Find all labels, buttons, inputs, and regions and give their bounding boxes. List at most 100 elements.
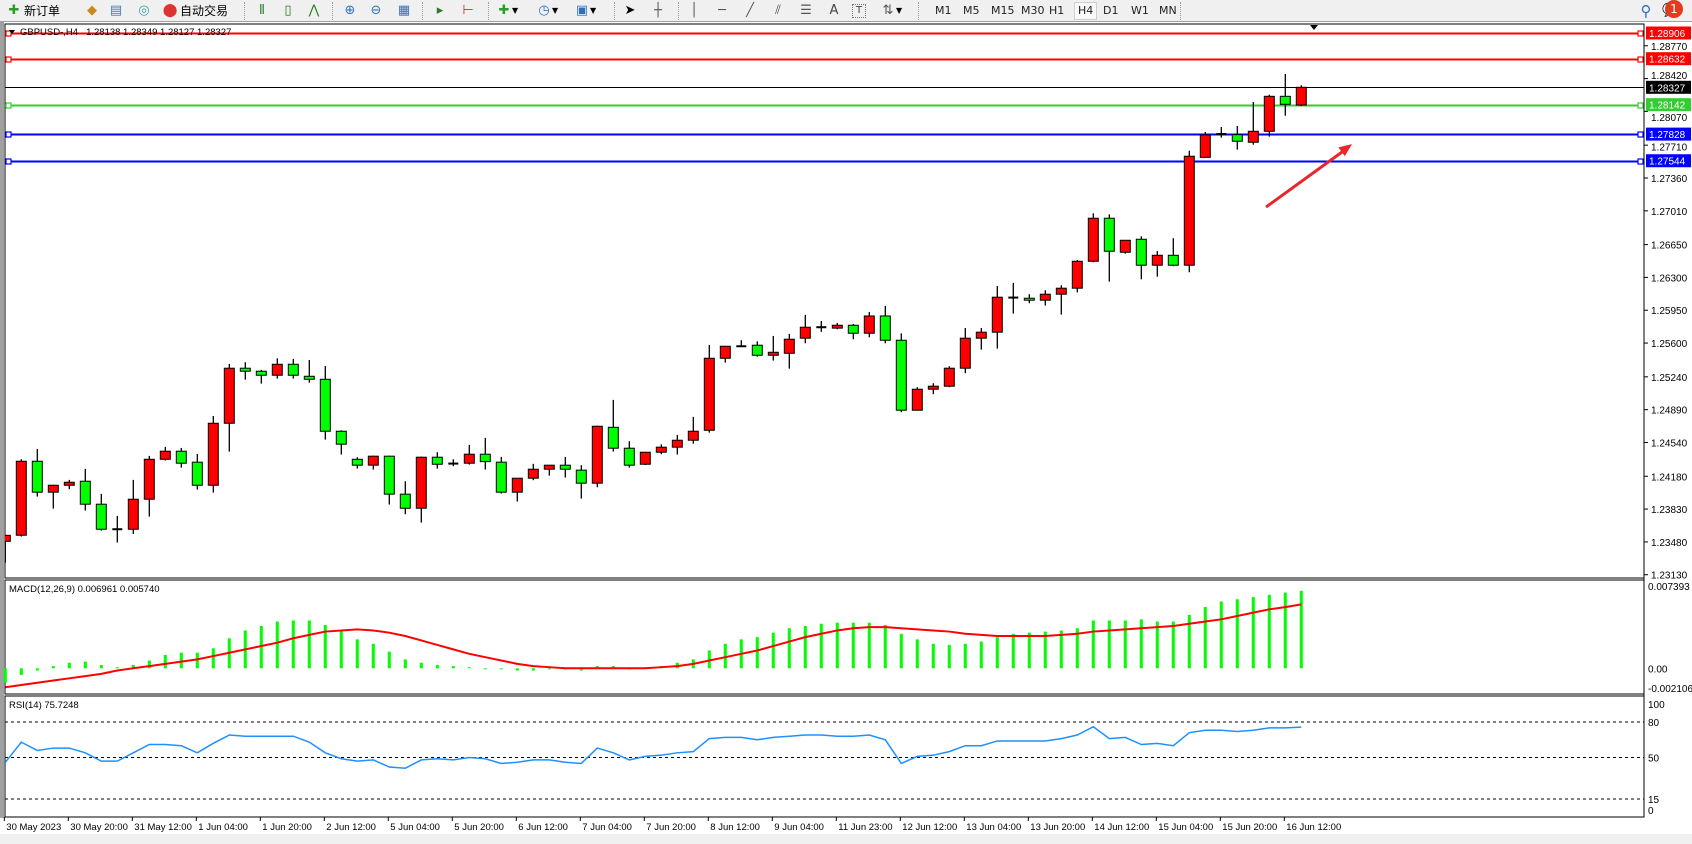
candle[interactable] <box>1279 95 1291 105</box>
collapse-triangle-icon[interactable] <box>9 30 15 34</box>
fibonacci-button[interactable]: ☰ <box>798 2 814 19</box>
candle[interactable] <box>287 363 299 376</box>
candle[interactable] <box>991 296 1003 333</box>
candle[interactable] <box>239 367 251 372</box>
cursor-button[interactable]: ➤ <box>622 2 638 19</box>
candle[interactable] <box>1151 254 1163 266</box>
auto-trading-button[interactable]: ⬤ 自动交易 <box>162 2 228 19</box>
candle[interactable] <box>671 439 683 448</box>
equidistant-channel-button[interactable]: ⫽ <box>770 2 786 19</box>
candle[interactable] <box>911 388 923 411</box>
candle[interactable] <box>559 464 571 470</box>
candle[interactable] <box>927 385 939 390</box>
candle[interactable] <box>975 331 987 339</box>
level-handle[interactable] <box>1637 131 1644 138</box>
timeframe-m30[interactable]: M30 <box>1021 4 1045 17</box>
candle[interactable] <box>1039 293 1051 301</box>
candle[interactable] <box>1135 238 1147 266</box>
candlestick-button[interactable]: ▯ <box>280 2 296 19</box>
candle[interactable] <box>255 370 267 376</box>
level-handle[interactable] <box>1637 30 1644 37</box>
timeframe-m1[interactable]: M1 <box>935 4 952 17</box>
candle[interactable] <box>207 422 219 486</box>
candle[interactable] <box>623 447 635 466</box>
candle[interactable] <box>63 481 75 486</box>
candle[interactable] <box>223 367 235 424</box>
candle[interactable] <box>1087 217 1099 262</box>
candle[interactable] <box>143 458 155 500</box>
candle[interactable] <box>783 338 795 354</box>
candle[interactable] <box>719 345 731 359</box>
zoom-in-button[interactable]: ⊕ <box>342 2 358 19</box>
horizontal-line-button[interactable]: ─ <box>714 2 730 19</box>
tile-windows-button[interactable]: ▦ <box>396 2 412 19</box>
candle[interactable] <box>1023 297 1035 301</box>
candle[interactable] <box>831 324 843 329</box>
candle[interactable] <box>15 460 27 536</box>
arrow-shaft[interactable] <box>1265 147 1347 209</box>
timeframe-m5[interactable]: M5 <box>963 4 980 17</box>
new-order-button[interactable]: ✚ 新订单 <box>6 2 60 19</box>
timeframe-h1[interactable]: H1 <box>1049 4 1065 17</box>
level-handle[interactable] <box>1637 102 1644 109</box>
candle[interactable] <box>95 503 107 530</box>
level-handle[interactable] <box>5 56 12 63</box>
candle[interactable] <box>943 367 955 387</box>
candle[interactable] <box>767 351 779 356</box>
chart-shift-marker-icon[interactable] <box>1310 25 1318 30</box>
search-button[interactable]: ⚲ <box>1638 2 1654 19</box>
candle[interactable] <box>1199 134 1211 158</box>
level-handle[interactable] <box>5 30 12 37</box>
candle[interactable] <box>367 455 379 466</box>
candle[interactable] <box>31 460 43 493</box>
candle[interactable] <box>959 337 971 369</box>
indicators-button[interactable]: ✚ ▼ <box>496 2 519 19</box>
candle[interactable] <box>527 468 539 479</box>
candle[interactable] <box>0 534 11 542</box>
candle[interactable] <box>191 461 203 486</box>
zoom-out-button[interactable]: ⊖ <box>368 2 384 19</box>
candle[interactable] <box>159 450 171 460</box>
candle[interactable] <box>463 453 475 464</box>
candle[interactable] <box>303 375 315 380</box>
timeframe-w1[interactable]: W1 <box>1131 4 1149 17</box>
market-watch-button[interactable]: ◆ <box>84 2 100 19</box>
auto-scroll-button[interactable]: ▸ <box>432 2 448 19</box>
candle[interactable] <box>575 469 587 484</box>
candle[interactable] <box>543 464 555 470</box>
chart-window[interactable]: 1.28770 1.28420 1.28070 1.27710 1.27360 1.270… <box>0 22 1692 840</box>
candle[interactable] <box>655 446 667 453</box>
candle[interactable] <box>1231 134 1243 142</box>
templates-button[interactable]: ▣ ▼ <box>574 2 596 19</box>
arrows-button[interactable]: ⇅ ▼ <box>880 2 903 19</box>
candle[interactable] <box>1167 254 1179 266</box>
candle[interactable] <box>847 324 859 334</box>
candle[interactable] <box>639 451 651 465</box>
level-handle[interactable] <box>5 158 12 165</box>
candle[interactable] <box>479 453 491 463</box>
candle[interactable] <box>495 461 507 493</box>
text-label-button[interactable]: T <box>852 2 866 19</box>
vertical-line-button[interactable]: │ <box>686 2 702 19</box>
candle[interactable] <box>879 315 891 341</box>
candle[interactable] <box>703 357 715 431</box>
candle[interactable] <box>431 456 443 465</box>
bar-chart-button[interactable]: ⫴ <box>254 2 270 19</box>
crosshair-button[interactable]: ┼ <box>650 2 666 19</box>
candle[interactable] <box>1247 130 1259 143</box>
line-chart-button[interactable]: ⋀ <box>306 2 322 19</box>
candle[interactable] <box>1183 155 1195 266</box>
data-window-button[interactable]: ▤ <box>108 2 124 19</box>
timeframe-h4[interactable]: H4 <box>1074 2 1098 20</box>
candle[interactable] <box>47 484 59 493</box>
candle[interactable] <box>351 458 363 466</box>
timeframe-mn[interactable]: MN <box>1159 4 1177 17</box>
candle[interactable] <box>335 430 347 445</box>
candle[interactable] <box>1103 217 1115 252</box>
candle[interactable] <box>1071 260 1083 289</box>
candle[interactable] <box>687 430 699 441</box>
candle[interactable] <box>415 456 427 509</box>
candle[interactable] <box>1119 239 1131 253</box>
candle[interactable] <box>895 339 907 411</box>
level-handle[interactable] <box>5 131 12 138</box>
